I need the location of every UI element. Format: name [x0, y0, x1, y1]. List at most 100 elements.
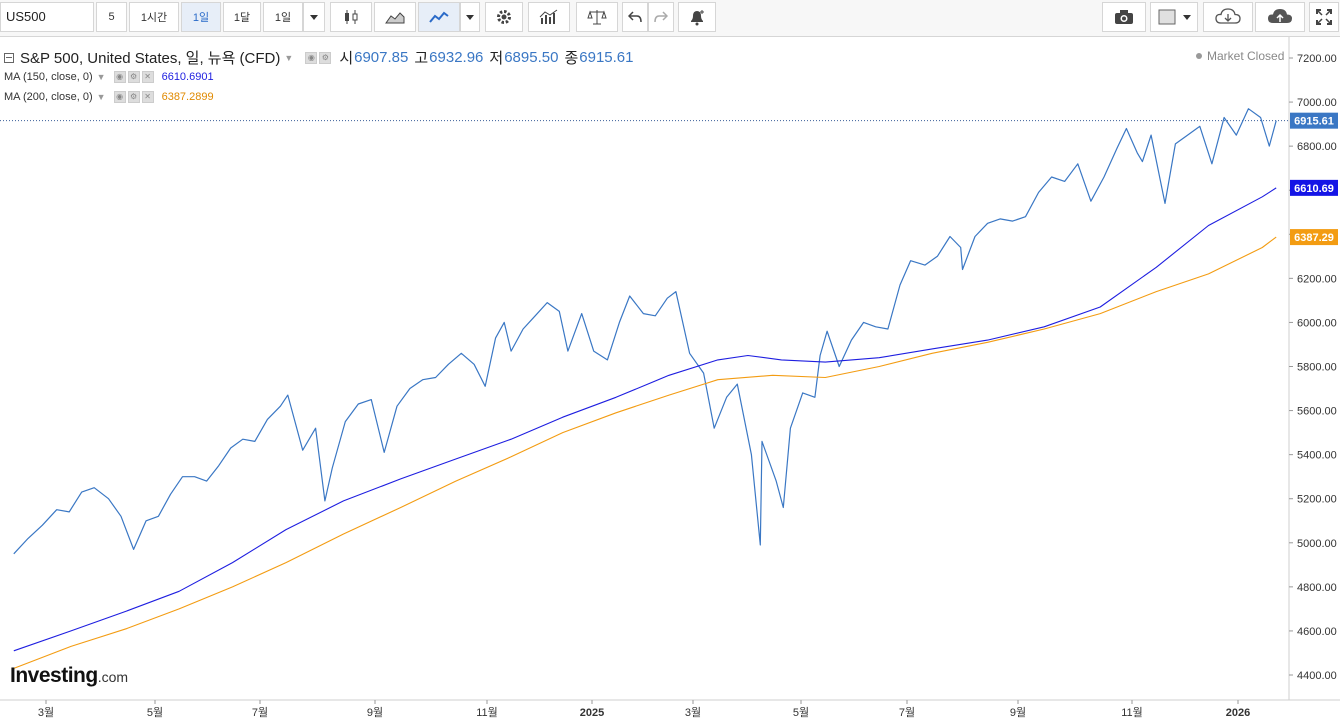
- price-chart[interactable]: 7200.007000.006800.006600.006400.006200.…: [0, 37, 1340, 719]
- logo-suffix: .com: [97, 669, 129, 685]
- interval-1mo-button[interactable]: 1달: [223, 2, 261, 32]
- fullscreen-button[interactable]: [1309, 2, 1339, 32]
- ma150-value: 6610.6901: [161, 71, 214, 83]
- chevron-down-icon: [310, 14, 318, 20]
- close-icon[interactable]: ✕: [141, 91, 154, 103]
- candlestick-icon: [345, 10, 358, 24]
- low-label: 저: [489, 50, 504, 67]
- line-chart-icon: [429, 11, 449, 23]
- redo-button[interactable]: [648, 2, 674, 32]
- settings-button[interactable]: [485, 2, 523, 32]
- settings-icon[interactable]: ⚙: [127, 91, 140, 103]
- scale-icon: [587, 10, 607, 25]
- legend-controls: ◉ ⚙: [305, 51, 332, 64]
- settings-icon[interactable]: ⚙: [127, 71, 140, 83]
- visibility-icon[interactable]: ◉: [305, 51, 318, 64]
- y-tick-label: 7000.00: [1297, 97, 1337, 109]
- fullscreen-icon: [1316, 9, 1332, 25]
- x-tick-label: 2025: [580, 707, 604, 719]
- interval-1d-button[interactable]: 1일: [181, 2, 221, 32]
- open-label: 시: [339, 50, 354, 67]
- caret-down-icon[interactable]: ▼: [284, 52, 294, 63]
- undo-button[interactable]: [622, 2, 648, 32]
- y-tick-label: 6800.00: [1297, 141, 1337, 153]
- x-tick-label: 11월: [1121, 706, 1143, 719]
- y-tick-label: 5600.00: [1297, 406, 1337, 418]
- price-last-label: 6915.61: [1294, 116, 1334, 128]
- ma150-controls: ◉ ⚙ ✕: [113, 71, 154, 83]
- toolbar: US500 5 1시간 1일 1달 1일: [0, 0, 1340, 37]
- camera-icon: [1115, 10, 1133, 24]
- undo-icon: [628, 11, 642, 23]
- y-tick-label: 6000.00: [1297, 317, 1337, 329]
- x-tick-label: 5월: [793, 706, 809, 719]
- caret-down-icon[interactable]: ▼: [96, 72, 106, 82]
- ma200-value: 6387.2899: [161, 91, 214, 103]
- alert-icon: [691, 10, 704, 26]
- y-tick-label: 4800.00: [1297, 582, 1337, 594]
- load-chart-button[interactable]: [1203, 2, 1253, 32]
- screenshot-button[interactable]: [1102, 2, 1146, 32]
- dropdown-icon: [466, 14, 474, 20]
- settings-icon[interactable]: ⚙: [319, 51, 332, 64]
- color-picker-button[interactable]: [1150, 2, 1198, 32]
- market-status-text: Market Closed: [1207, 49, 1285, 63]
- interval-1h-button[interactable]: 1시간: [129, 2, 179, 32]
- indicators-button[interactable]: [528, 2, 570, 32]
- y-tick-label: 5200.00: [1297, 494, 1337, 506]
- color-box-icon: [1158, 9, 1191, 25]
- range-button[interactable]: 1일: [263, 2, 303, 32]
- close-value: 6915.61: [579, 49, 634, 66]
- interval-5-button[interactable]: 5: [96, 2, 127, 32]
- line-chart-button[interactable]: [418, 2, 460, 32]
- mountain-icon: [385, 12, 405, 24]
- mountain-chart-button[interactable]: [374, 2, 416, 32]
- x-tick-label: 3월: [685, 706, 701, 719]
- cloud-upload-icon: [1268, 9, 1292, 23]
- high-value: 6932.96: [429, 49, 484, 66]
- x-tick-label: 9월: [367, 706, 383, 719]
- ma150-last-label-bg: [1290, 179, 1338, 196]
- y-tick-label: 6200.00: [1297, 273, 1337, 285]
- x-tick-label: 7월: [899, 706, 915, 719]
- range-dropdown-button[interactable]: [303, 2, 325, 32]
- y-tick-label: 5000.00: [1297, 538, 1337, 550]
- caret-down-icon[interactable]: ▼: [96, 92, 106, 102]
- ma150-legend: MA (150, close, 0) ▼ ◉ ⚙ ✕ 6610.6901: [4, 71, 214, 83]
- y-tick-label: 7200.00: [1297, 53, 1337, 65]
- gear-icon: [497, 10, 511, 24]
- visibility-icon[interactable]: ◉: [113, 91, 126, 103]
- y-tick-label: 4400.00: [1297, 670, 1337, 682]
- ma200-last-label-bg: [1290, 229, 1338, 246]
- alert-button[interactable]: [678, 2, 716, 32]
- price-last-label-bg: [1290, 112, 1338, 129]
- compare-button[interactable]: [576, 2, 618, 32]
- close-icon[interactable]: ✕: [141, 71, 154, 83]
- redo-icon: [654, 11, 668, 23]
- market-status: Market Closed: [1196, 49, 1284, 63]
- x-tick-label: 3월: [38, 706, 54, 719]
- ma200-series-line: [13, 236, 1277, 669]
- ma200-controls: ◉ ⚙ ✕: [113, 91, 154, 103]
- instrument-title: S&P 500, United States, 일, 뉴욕 (CFD): [20, 50, 281, 67]
- y-tick-label: 5400.00: [1297, 450, 1337, 462]
- ma150-label: MA (150, close, 0): [4, 71, 93, 83]
- visibility-icon[interactable]: ◉: [113, 71, 126, 83]
- x-tick-label: 5월: [147, 706, 163, 719]
- status-dot-icon: [1196, 53, 1202, 59]
- save-chart-button[interactable]: [1255, 2, 1305, 32]
- investing-logo: Investing .com: [10, 664, 128, 688]
- price-series-line: [13, 108, 1277, 555]
- logo-name: Investing: [10, 664, 98, 687]
- chart-type-dropdown-button[interactable]: [460, 2, 480, 32]
- ma150-series-line: [13, 187, 1277, 652]
- cloud-download-icon: [1215, 8, 1241, 24]
- x-tick-label: 11월: [476, 706, 498, 719]
- candlestick-button[interactable]: [330, 2, 372, 32]
- symbol-input[interactable]: US500: [0, 2, 94, 32]
- ma150-last-label: 6610.69: [1294, 183, 1334, 195]
- collapse-legend-button[interactable]: [4, 52, 14, 63]
- high-label: 고: [414, 50, 429, 67]
- close-label: 종: [564, 50, 579, 67]
- ma200-label: MA (200, close, 0): [4, 91, 93, 103]
